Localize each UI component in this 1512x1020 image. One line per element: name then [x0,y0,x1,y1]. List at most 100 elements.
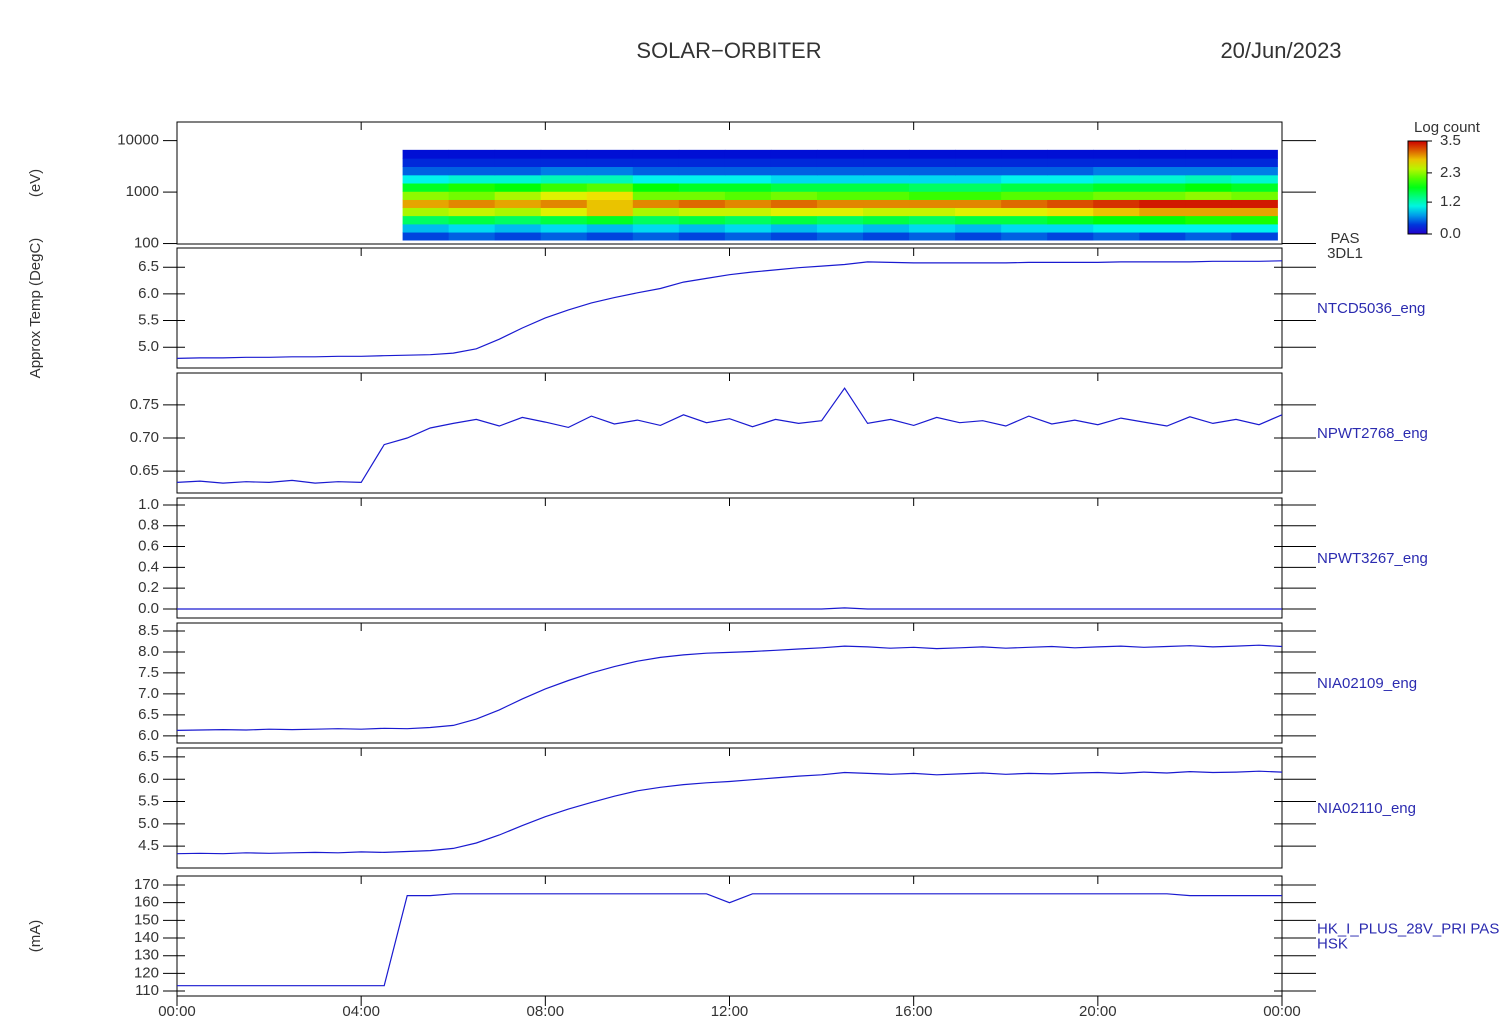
x-tick-label: 20:00 [1079,1003,1117,1020]
heat-cell [1231,158,1278,167]
heat-cell [724,183,772,192]
heat-cell [770,149,818,159]
heat-cell [1001,183,1048,192]
heat-cell [1139,215,1186,225]
heat-cell [770,183,818,192]
heat-cell [1185,191,1232,200]
heat-cell [402,158,450,167]
y-tick-label: 0.70 [130,429,159,446]
heat-cell [1001,158,1048,167]
heat-cell [1231,215,1278,225]
heat-cell [1185,215,1232,225]
heat-cell [448,166,496,176]
heat-cell [909,191,956,200]
heat-cell [1185,232,1232,241]
heat-cell [540,223,588,233]
colorbar-tick-label: 2.3 [1440,164,1461,181]
right-label: HK_I_PLUS_28V_PRI PAS [1317,920,1499,937]
heat-cell [494,215,542,225]
heat-cell [448,158,496,167]
colorbar-tick-label: 3.5 [1440,132,1461,149]
heat-cell [1139,223,1186,233]
panel-frame [176,622,1283,744]
heat-cell [724,199,772,208]
heat-cell [402,215,450,225]
heat-cell [448,191,496,200]
x-tick-label: 12:00 [711,1003,749,1020]
heat-cell [1231,232,1278,241]
panel-frame [176,747,1283,869]
heat-cell [955,158,1002,167]
heat-cell [1093,232,1140,241]
heat-cell [770,207,818,217]
heat-cell [1001,215,1048,225]
heat-cell [678,207,726,217]
heat-cell [586,223,634,233]
heat-cell [816,174,864,184]
heat-cell [1001,199,1048,208]
heat-cell [863,215,910,225]
x-tick-label: 08:00 [527,1003,565,1020]
data-line [177,607,1282,610]
heat-cell [632,215,680,225]
heat-cell [863,207,910,217]
panel-frame [176,497,1283,619]
heat-cell [770,166,818,176]
heat-cell [494,199,542,208]
y-tick-label: 1000 [126,183,159,200]
heat-cell [632,207,680,217]
heat-cell [770,232,818,241]
y-tick-label: 0.6 [138,538,159,555]
colorbar-label: Log count [1414,119,1481,136]
heat-cell [1093,174,1140,184]
y-tick-label: 0.0 [138,600,159,617]
heat-cell [448,199,496,208]
heat-cell [632,174,680,184]
heat-cell [1231,183,1278,192]
heat-cell [1185,149,1232,159]
heat-cell [632,158,680,167]
y-axis-label: (eV) [27,169,44,197]
heat-cell [586,215,634,225]
heat-cell [724,191,772,200]
heat-cell [678,223,726,233]
heat-cell [1001,166,1048,176]
heat-cell [1047,215,1094,225]
heat-cell [816,223,864,233]
data-line [177,893,1282,987]
right-label: HSK [1317,935,1348,952]
heat-cell [448,183,496,192]
heat-cell [955,191,1002,200]
panel-frame [176,372,1283,494]
heat-cell [586,232,634,241]
heat-cell [494,174,542,184]
heat-cell [540,174,588,184]
x-tick-label: 00:00 [158,1003,196,1020]
heat-cell [402,183,450,192]
heat-cell [678,174,726,184]
y-tick-label: 0.4 [138,558,159,575]
heat-cell [909,183,956,192]
x-tick-label: 04:00 [342,1003,380,1020]
heat-cell [1093,215,1140,225]
heat-cell [678,158,726,167]
right-label: NPWT3267_eng [1317,550,1428,567]
heat-cell [1231,191,1278,200]
heat-cell [955,166,1002,176]
heat-cell [1047,223,1094,233]
heat-cell [402,149,450,159]
heat-cell [724,223,772,233]
data-line [176,644,1283,731]
heat-cell [909,166,956,176]
colorbar-tick-label: 1.2 [1440,193,1461,210]
heat-cell [540,158,588,167]
heat-cell [1047,232,1094,241]
y-tick-label: 140 [134,929,159,946]
heat-cell [448,223,496,233]
heat-cell [678,166,726,176]
y-tick-label: 1.0 [138,496,159,513]
y-tick-label: 4.5 [138,837,159,854]
y-tick-label: 6.5 [138,748,159,765]
heat-cell [1093,199,1140,208]
heat-cell [724,174,772,184]
